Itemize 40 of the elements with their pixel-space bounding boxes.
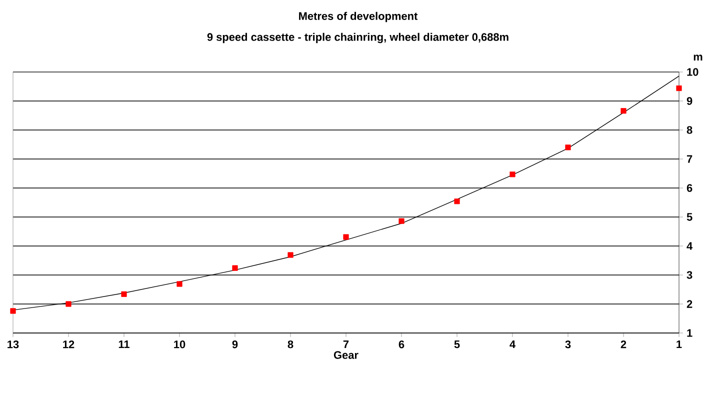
y-tick-label: 2 <box>686 300 692 308</box>
y-tick-label: 8 <box>686 126 692 134</box>
chart-subtitle: 9 speed cassette - triple chainring, wheel diameter 0,688m <box>207 32 508 44</box>
point <box>565 144 571 150</box>
x-tick-label: 2 <box>620 340 626 348</box>
point <box>288 252 294 258</box>
x-tick-label: 10 <box>174 340 186 348</box>
x-tick-label: 13 <box>8 340 19 348</box>
x-axis-title: Gear <box>334 351 358 359</box>
x-tick-label: 3 <box>565 340 571 348</box>
point <box>676 85 682 92</box>
x-tick-label: 5 <box>454 340 460 348</box>
point <box>343 234 349 240</box>
point <box>398 218 404 224</box>
point <box>176 281 182 287</box>
point <box>620 108 626 114</box>
point <box>454 198 460 204</box>
x-tick-label: 11 <box>118 340 130 348</box>
y-tick-label: 10 <box>687 68 698 76</box>
x-tick-label: 6 <box>398 340 404 348</box>
point <box>510 172 516 178</box>
point <box>66 301 72 307</box>
y-tick-label: 6 <box>686 184 692 192</box>
y-axis-title: m <box>694 54 702 60</box>
y-tick-label: 5 <box>686 213 692 221</box>
x-tick-label: 4 <box>510 340 516 348</box>
y-tick-label: 1 <box>687 329 692 337</box>
y-tick-label: 9 <box>686 97 692 105</box>
y-tick-label: 7 <box>686 155 692 163</box>
x-tick-label: 9 <box>232 340 238 348</box>
x-tick-label: 12 <box>63 340 74 348</box>
point <box>121 291 127 297</box>
x-tick-label: 7 <box>343 340 349 348</box>
point <box>232 265 238 271</box>
x-tick-label: 1 <box>676 340 682 348</box>
chart-title: Metres of development <box>299 12 418 22</box>
y-tick-label: 4 <box>686 242 693 250</box>
point <box>10 308 16 314</box>
y-tick-label: 3 <box>686 271 692 279</box>
x-tick-label: 8 <box>288 340 294 348</box>
